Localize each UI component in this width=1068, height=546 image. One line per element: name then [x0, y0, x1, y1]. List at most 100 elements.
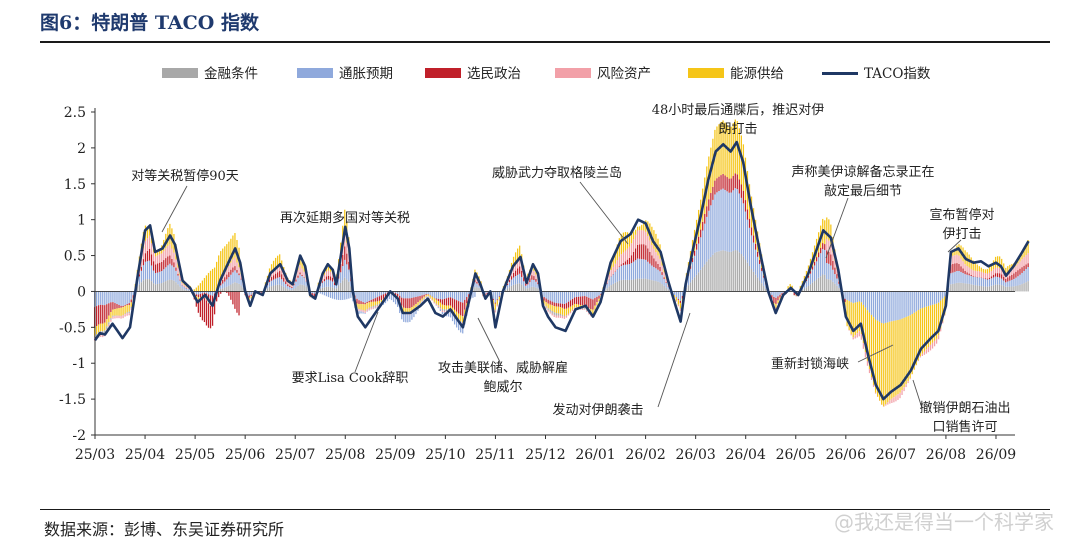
bar-segment	[112, 315, 114, 317]
bar-segment	[626, 279, 629, 292]
bar-segment	[439, 309, 441, 312]
bar-segment	[175, 267, 177, 271]
bar-segment	[533, 286, 535, 292]
bar-segment	[582, 307, 584, 309]
bar-segment	[992, 277, 995, 286]
x-tick-label: 26/01	[575, 447, 615, 463]
bar-segment	[456, 311, 458, 317]
bar-segment	[301, 259, 303, 269]
bar-segment	[586, 291, 588, 297]
bar-segment	[632, 279, 635, 292]
bar-segment	[645, 245, 647, 260]
bar-segment	[124, 314, 126, 317]
bar-segment	[887, 322, 889, 403]
bar-segment	[779, 297, 781, 300]
bar-segment	[157, 255, 159, 264]
bar-segment	[240, 279, 242, 286]
bar-segment	[179, 275, 181, 280]
bar-segment	[1001, 258, 1003, 270]
bar-segment	[100, 334, 102, 337]
bar-segment	[517, 274, 519, 284]
bar-segment	[218, 289, 220, 292]
bar-segment	[533, 276, 535, 281]
bar-segment	[584, 307, 586, 309]
bar-segment	[248, 291, 250, 296]
bar-segment	[620, 265, 622, 281]
bar-segment	[124, 305, 126, 306]
bar-segment	[632, 251, 635, 262]
bar-segment	[413, 311, 415, 318]
bar-segment	[394, 291, 397, 294]
bar-segment	[169, 279, 171, 292]
bar-segment	[213, 267, 216, 292]
bar-segment	[565, 315, 568, 318]
annotation-text: 伊打击	[942, 227, 981, 242]
bar-segment	[832, 252, 834, 261]
bar-segment	[708, 210, 710, 260]
bar-segment	[828, 219, 830, 241]
bar-segment	[864, 351, 867, 358]
bar-segment	[673, 291, 675, 295]
bar-segment	[653, 280, 655, 292]
bar-segment	[639, 226, 641, 231]
bar-segment	[1007, 286, 1009, 292]
bar-segment	[358, 304, 360, 310]
bar-segment	[114, 309, 116, 316]
bar-segment	[429, 295, 431, 298]
bar-segment	[809, 273, 812, 285]
bar-segment	[299, 257, 301, 266]
bar-segment	[1021, 284, 1023, 292]
bar-segment	[927, 291, 930, 307]
bar-segment	[232, 267, 234, 273]
bar-segment	[754, 243, 757, 250]
bar-segment	[643, 244, 645, 260]
bar-segment	[1027, 240, 1029, 254]
bar-segment	[521, 276, 523, 285]
bar-segment	[789, 283, 791, 289]
bar-segment	[962, 261, 964, 269]
bar-segment	[952, 283, 954, 292]
bar-segment	[519, 273, 521, 284]
bar-segment	[514, 284, 517, 292]
bar-segment	[529, 282, 531, 288]
bar-segment	[547, 303, 549, 309]
bar-segment	[935, 291, 938, 304]
bar-segment	[649, 279, 651, 292]
bar-segment	[451, 307, 454, 312]
x-tick-label: 25/12	[525, 447, 565, 463]
bar-segment	[425, 295, 427, 297]
bar-segment	[222, 279, 224, 284]
bar-segment	[563, 316, 566, 319]
legend: 金融条件 通胀预期 选民政治 风险资产 能源供给 TACO指数	[162, 65, 931, 82]
bar-segment	[462, 324, 464, 334]
bar-segment	[207, 294, 210, 301]
bar-segment	[763, 277, 765, 286]
bar-segment	[356, 303, 358, 308]
bar-segment	[986, 279, 989, 287]
x-tick-label: 25/09	[375, 447, 415, 463]
bar-segment	[169, 255, 171, 264]
bar-segment	[443, 309, 446, 311]
bar-segment	[128, 313, 130, 316]
bar-segment	[266, 285, 269, 289]
bar-segment	[964, 270, 966, 275]
bar-segment	[616, 260, 618, 270]
bar-segment	[698, 236, 700, 244]
bar-segment	[415, 291, 417, 297]
bar-segment	[571, 291, 574, 299]
bar-segment	[512, 256, 515, 268]
x-tick-label: 25/05	[175, 447, 215, 463]
bar-segment	[553, 314, 555, 318]
bar-segment	[346, 279, 348, 292]
bar-segment	[754, 249, 757, 275]
bar-segment	[232, 272, 234, 284]
bar-segment	[295, 275, 297, 280]
bar-segment	[110, 291, 112, 303]
bar-segment	[279, 277, 281, 285]
bar-segment	[899, 319, 901, 393]
bar-segment	[549, 309, 551, 312]
bar-segment	[372, 299, 374, 302]
bar-segment	[874, 392, 877, 394]
annotation-text: 口销售许可	[932, 419, 997, 435]
bar-segment	[775, 307, 777, 309]
